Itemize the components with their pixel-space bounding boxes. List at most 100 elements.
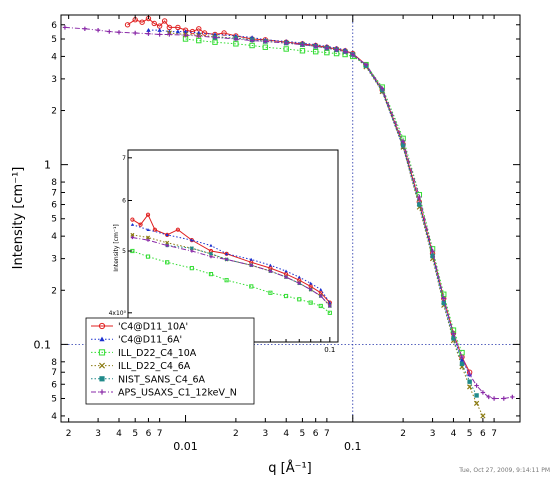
y-minor-tick-label: 7 xyxy=(51,188,57,198)
legend-label: ILL_D22_C4_10A xyxy=(118,348,197,359)
inset-data-point xyxy=(190,238,194,242)
data-point xyxy=(486,394,491,400)
data-point xyxy=(441,296,446,301)
y-minor-tick-label: 3 xyxy=(51,255,57,265)
y-minor-tick-label: 7 xyxy=(51,368,57,378)
data-point xyxy=(324,45,330,51)
legend-item: ILL_D22_C4_6A xyxy=(91,361,191,372)
data-point xyxy=(62,25,68,30)
inset-data-point xyxy=(249,263,253,267)
data-point xyxy=(263,39,268,44)
inset-data-point xyxy=(224,251,229,256)
inset-data-point xyxy=(268,290,273,295)
x-minor-tick-label: 5 xyxy=(300,429,306,439)
inset-data-point xyxy=(283,293,289,299)
x-minor-tick-label: 4 xyxy=(116,429,122,439)
data-point xyxy=(183,32,188,38)
legend-box xyxy=(85,317,255,405)
x-minor-tick-label: 3 xyxy=(430,429,436,439)
inset-data-point xyxy=(146,228,150,231)
data-point xyxy=(116,30,122,35)
inset-data-point xyxy=(328,301,332,304)
data-point xyxy=(474,383,479,388)
inset-data-point xyxy=(297,275,301,279)
inset-data-point xyxy=(268,263,272,267)
data-point xyxy=(167,32,172,37)
inset-data-point xyxy=(224,278,229,283)
x-minor-tick-label: 6 xyxy=(313,429,319,439)
series-5 xyxy=(62,25,515,401)
data-point xyxy=(467,372,472,377)
inset-series-line xyxy=(132,250,331,314)
data-point xyxy=(262,44,269,50)
x-minor-tick-label: 7 xyxy=(157,429,163,439)
x-minor-tick-label: 5 xyxy=(132,429,138,439)
data-point xyxy=(196,33,201,39)
data-point xyxy=(459,357,465,362)
inset-series-line xyxy=(132,213,331,303)
data-point xyxy=(459,361,465,366)
data-point xyxy=(417,202,422,207)
inset-data-point xyxy=(319,294,323,298)
inset-data-point xyxy=(327,310,332,315)
series-line xyxy=(185,38,463,353)
legend-item: ILL_D22_C4_10A xyxy=(91,348,197,359)
data-point xyxy=(480,390,486,395)
inset-data-point xyxy=(318,303,323,309)
inset-data-point xyxy=(284,269,288,273)
y-minor-tick-label: 8 xyxy=(51,358,57,368)
inset-data-point xyxy=(165,232,170,237)
data-point xyxy=(146,27,151,32)
data-point xyxy=(441,300,446,306)
legend-marker xyxy=(99,389,105,395)
inset-data-point xyxy=(190,249,194,253)
data-point xyxy=(459,354,465,360)
data-point xyxy=(459,349,465,356)
y-minor-tick-label: 8 xyxy=(51,178,57,188)
data-point xyxy=(350,52,355,57)
x-minor-tick-label: 2 xyxy=(400,429,406,439)
inset-series-1 xyxy=(130,223,332,304)
data-point xyxy=(467,379,472,384)
x-minor-tick-label: 5 xyxy=(467,429,473,439)
y-axis-label: Intensity [cm⁻¹] xyxy=(11,167,26,270)
legend-marker xyxy=(98,322,106,330)
legend-label: ILL_D22_C4_6A xyxy=(118,361,191,372)
data-point xyxy=(212,35,218,40)
inset-data-point xyxy=(319,287,323,291)
data-point xyxy=(249,42,255,49)
inset-data-point xyxy=(249,284,254,289)
y-tick-label: 0.1 xyxy=(34,338,52,351)
data-point xyxy=(201,30,208,36)
inset-data-point xyxy=(130,217,135,222)
inset-y-tick-label: 6 xyxy=(122,198,126,205)
y-minor-tick-label: 4 xyxy=(51,412,57,422)
inset-data-point xyxy=(308,300,313,305)
x-minor-tick-label: 2 xyxy=(66,429,72,439)
data-point xyxy=(451,336,456,341)
x-axis-label: q [Å⁻¹] xyxy=(268,460,312,476)
data-point xyxy=(183,29,188,34)
inset-y-tick-label: 7 xyxy=(122,155,126,162)
inset-axis-ticks: 0.1 4x10⁰ 5 6 7 xyxy=(109,155,336,354)
data-point xyxy=(510,394,515,400)
data-point xyxy=(233,41,239,47)
data-point xyxy=(284,40,289,46)
legend-label: 'C4@D11_6A' xyxy=(118,335,182,346)
inset-plot: 0.1 4x10⁰ 5 6 7 Intensity [cm⁻¹] xyxy=(109,149,339,354)
data-point xyxy=(430,253,435,259)
x-minor-tick-label: 7 xyxy=(491,429,497,439)
y-minor-tick-label: 6 xyxy=(51,21,57,31)
legend-item: NIST_SANS_C4_6A xyxy=(91,374,206,385)
legend: 'C4@D11_10A' 'C4@D11_6A' ILL_D22_C4_10A ILL… xyxy=(85,317,255,405)
y-minor-tick-label: 4 xyxy=(51,232,57,242)
data-point xyxy=(380,86,385,91)
legend-label: NIST_SANS_C4_6A xyxy=(118,374,206,385)
inset-data-point xyxy=(318,290,323,295)
x-minor-tick-label: 4 xyxy=(283,429,289,439)
data-point xyxy=(312,48,319,55)
inset-data-point xyxy=(209,243,213,247)
data-point xyxy=(474,393,479,398)
x-minor-tick-label: 2 xyxy=(233,429,239,439)
legend-marker xyxy=(98,362,106,369)
